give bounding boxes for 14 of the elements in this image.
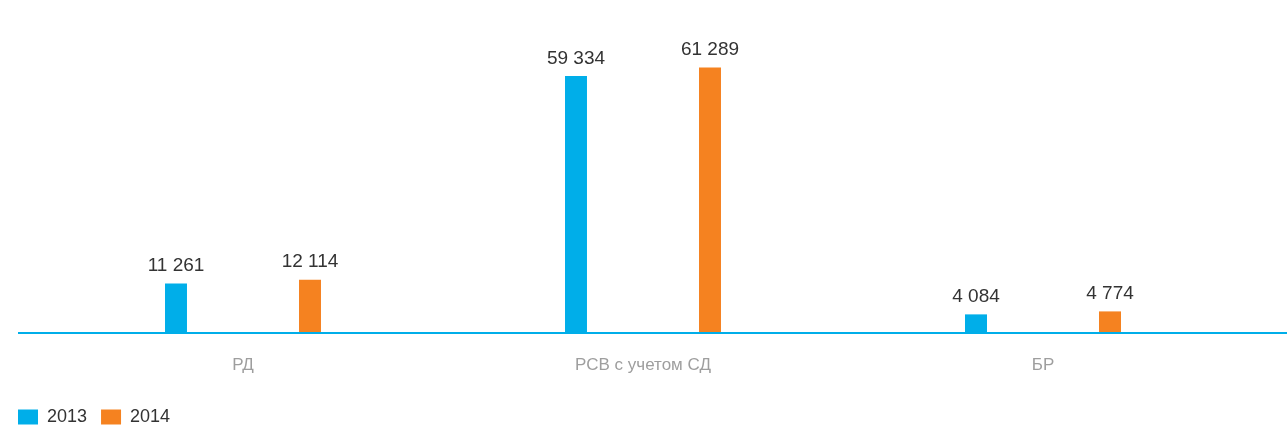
- data-label: 59 334: [546, 46, 606, 68]
- bar: [699, 67, 721, 332]
- bar: [299, 279, 321, 332]
- legend-label: 2013: [47, 405, 88, 426]
- x-tick-label: БР: [1031, 354, 1055, 374]
- bar: [1099, 311, 1121, 332]
- data-label: 4 084: [952, 285, 1001, 307]
- legend-label: 2014: [130, 405, 171, 426]
- data-label: 61 289: [680, 38, 740, 60]
- data-label: 4 774: [1086, 282, 1135, 304]
- x-tick-label: РСВ с учетом СД: [575, 354, 712, 374]
- data-label: 11 261: [147, 254, 205, 276]
- x-tick-label: РД: [232, 354, 255, 374]
- data-label: 12 114: [281, 250, 339, 272]
